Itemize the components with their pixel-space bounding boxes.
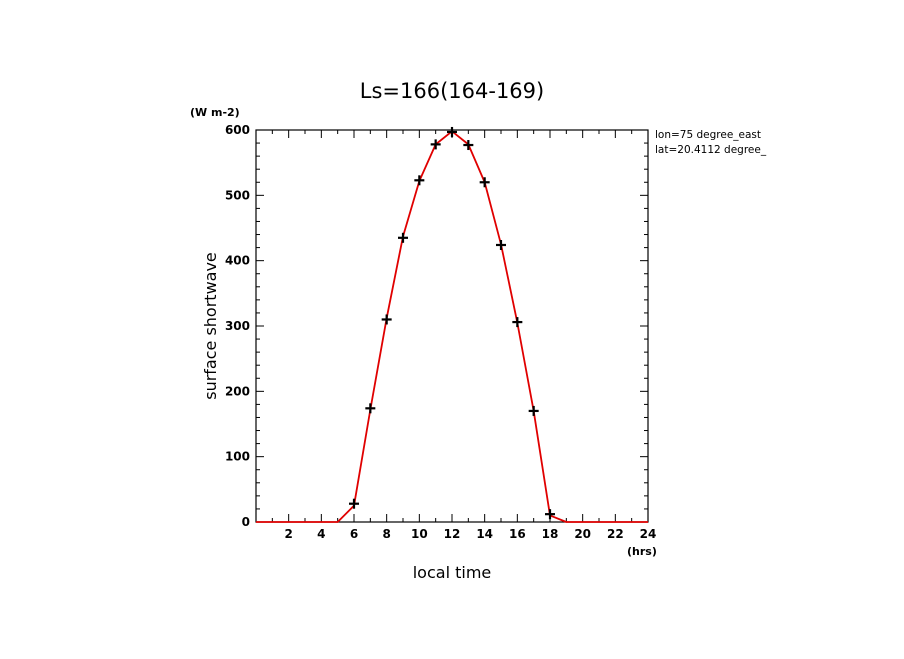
data-marker <box>398 232 408 243</box>
x-unit-label: (hrs) <box>627 545 657 558</box>
data-marker <box>381 314 392 325</box>
data-marker <box>463 140 474 151</box>
data-marker <box>479 177 490 188</box>
data-marker <box>496 239 506 250</box>
y-tick-label: 200 <box>225 384 250 398</box>
y-tick-label: 0 <box>242 515 250 529</box>
x-tick-label: 22 <box>607 527 624 541</box>
data-marker <box>512 317 523 328</box>
x-axis-label: local time <box>413 563 492 582</box>
x-tick-label: 8 <box>382 527 390 541</box>
x-tick-label: 14 <box>476 527 493 541</box>
x-tick-label: 2 <box>284 527 292 541</box>
y-tick-label: 300 <box>225 319 250 333</box>
data-marker <box>365 403 376 414</box>
data-marker <box>545 509 555 520</box>
markers-layer <box>349 126 555 520</box>
x-tick-label: 6 <box>350 527 358 541</box>
y-tick-label: 600 <box>225 123 250 137</box>
data-marker <box>349 498 359 509</box>
data-marker <box>447 126 457 137</box>
annotation-lon: lon=75 degree_east <box>655 129 761 141</box>
x-tick-label: 10 <box>411 527 428 541</box>
y-axis-label: surface shortwave <box>201 252 220 400</box>
x-tick-label: 20 <box>574 527 591 541</box>
y-tick-label: 400 <box>225 254 250 268</box>
data-marker <box>430 139 441 150</box>
chart-title: Ls=166(164-169) <box>360 79 544 103</box>
x-tick-label: 16 <box>509 527 526 541</box>
annotation-lat: lat=20.4112 degree_ <box>655 144 767 156</box>
x-tick-label: 18 <box>542 527 559 541</box>
data-marker <box>528 405 539 416</box>
y-tick-label: 100 <box>225 450 250 464</box>
x-tick-label: 12 <box>444 527 461 541</box>
y-tick-label: 500 <box>225 188 250 202</box>
x-tick-label: 4 <box>317 527 325 541</box>
y-unit-label: (W m-2) <box>190 106 240 119</box>
x-tick-label: 24 <box>640 527 657 541</box>
data-marker <box>414 175 425 186</box>
